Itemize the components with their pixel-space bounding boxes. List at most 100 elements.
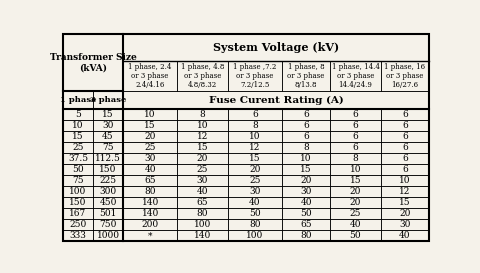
Bar bbox=[282, 61, 330, 91]
Text: 25: 25 bbox=[197, 165, 208, 174]
Bar bbox=[330, 186, 381, 197]
Bar bbox=[177, 109, 228, 120]
Bar bbox=[330, 153, 381, 164]
Bar bbox=[177, 219, 228, 230]
Text: Transformer Size
(kVA): Transformer Size (kVA) bbox=[49, 53, 136, 72]
Text: 6: 6 bbox=[303, 110, 309, 119]
Text: 65: 65 bbox=[197, 198, 208, 207]
Bar bbox=[228, 153, 282, 164]
Text: System Voltage (kV): System Voltage (kV) bbox=[213, 42, 339, 53]
Bar bbox=[228, 164, 282, 175]
Bar bbox=[123, 91, 429, 109]
Bar bbox=[228, 186, 282, 197]
Bar bbox=[123, 186, 177, 197]
Text: 10: 10 bbox=[197, 121, 208, 130]
Bar bbox=[123, 142, 177, 153]
Bar bbox=[228, 175, 282, 186]
Text: 30: 30 bbox=[102, 121, 114, 130]
Bar bbox=[63, 131, 93, 142]
Text: 167: 167 bbox=[69, 209, 86, 218]
Bar bbox=[177, 197, 228, 208]
Bar bbox=[330, 219, 381, 230]
Bar bbox=[123, 131, 177, 142]
Text: 80: 80 bbox=[249, 220, 261, 229]
Bar bbox=[123, 208, 177, 219]
Bar bbox=[177, 153, 228, 164]
Bar bbox=[177, 61, 228, 91]
Bar bbox=[123, 120, 177, 131]
Bar bbox=[330, 230, 381, 241]
Text: 6: 6 bbox=[252, 110, 258, 119]
Bar bbox=[228, 131, 282, 142]
Text: 140: 140 bbox=[194, 231, 211, 240]
Bar bbox=[93, 109, 123, 120]
Text: 50: 50 bbox=[349, 231, 361, 240]
Bar bbox=[282, 131, 330, 142]
Bar bbox=[93, 109, 123, 120]
Text: 30: 30 bbox=[300, 187, 312, 196]
Text: 25: 25 bbox=[144, 143, 156, 152]
Text: 30: 30 bbox=[249, 187, 261, 196]
Text: 12: 12 bbox=[399, 187, 410, 196]
Bar bbox=[381, 230, 429, 241]
Bar bbox=[381, 164, 429, 175]
Bar bbox=[381, 197, 429, 208]
Bar bbox=[123, 219, 177, 230]
Bar bbox=[282, 175, 330, 186]
Text: 10: 10 bbox=[300, 154, 312, 163]
Bar bbox=[177, 142, 228, 153]
Bar bbox=[123, 34, 429, 61]
Bar bbox=[282, 61, 330, 91]
Text: 6: 6 bbox=[402, 110, 408, 119]
Bar bbox=[123, 164, 177, 175]
Bar bbox=[381, 208, 429, 219]
Text: 45: 45 bbox=[102, 132, 114, 141]
Bar bbox=[93, 175, 123, 186]
Bar bbox=[177, 175, 228, 186]
Text: 10: 10 bbox=[350, 165, 361, 174]
Text: 25: 25 bbox=[249, 176, 261, 185]
Text: 1 phase: 1 phase bbox=[60, 96, 96, 104]
Bar bbox=[93, 230, 123, 241]
Text: 250: 250 bbox=[69, 220, 86, 229]
Text: 8: 8 bbox=[200, 110, 205, 119]
Bar bbox=[381, 186, 429, 197]
Bar bbox=[330, 230, 381, 241]
Bar bbox=[177, 219, 228, 230]
Bar bbox=[177, 131, 228, 142]
Bar bbox=[93, 164, 123, 175]
Bar bbox=[381, 142, 429, 153]
Bar bbox=[282, 186, 330, 197]
Bar bbox=[123, 175, 177, 186]
Text: 1 phase, 8
or 3 phase
8/13.8: 1 phase, 8 or 3 phase 8/13.8 bbox=[288, 63, 324, 89]
Bar bbox=[330, 175, 381, 186]
Bar bbox=[381, 219, 429, 230]
Bar bbox=[63, 120, 93, 131]
Text: 750: 750 bbox=[99, 220, 117, 229]
Bar bbox=[177, 164, 228, 175]
Bar bbox=[93, 208, 123, 219]
Text: 20: 20 bbox=[399, 209, 410, 218]
Bar bbox=[282, 109, 330, 120]
Bar bbox=[123, 197, 177, 208]
Bar bbox=[282, 208, 330, 219]
Text: 40: 40 bbox=[300, 198, 312, 207]
Text: 6: 6 bbox=[353, 132, 359, 141]
Bar bbox=[177, 186, 228, 197]
Bar bbox=[228, 61, 282, 91]
Bar bbox=[123, 109, 177, 120]
Bar bbox=[93, 91, 123, 109]
Bar bbox=[63, 131, 93, 142]
Bar bbox=[177, 164, 228, 175]
Bar bbox=[282, 142, 330, 153]
Bar bbox=[123, 153, 177, 164]
Bar bbox=[177, 208, 228, 219]
Text: 15: 15 bbox=[102, 110, 114, 119]
Bar bbox=[177, 197, 228, 208]
Bar bbox=[330, 175, 381, 186]
Bar bbox=[93, 120, 123, 131]
Bar bbox=[381, 109, 429, 120]
Text: 40: 40 bbox=[350, 220, 361, 229]
Bar bbox=[330, 153, 381, 164]
Bar bbox=[177, 175, 228, 186]
